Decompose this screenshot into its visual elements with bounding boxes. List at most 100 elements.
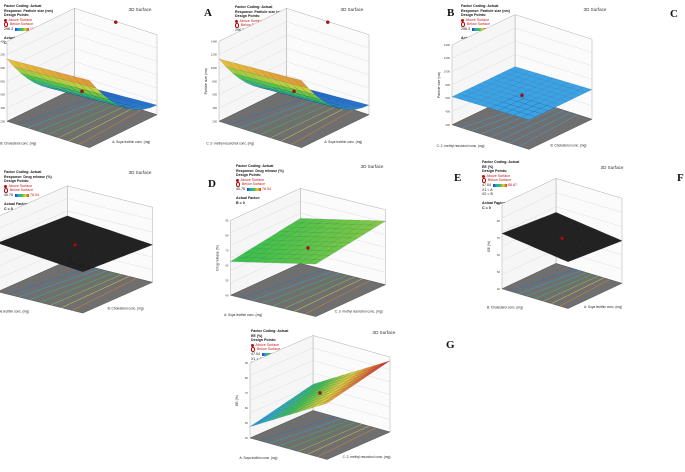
above-surface-dot-icon [236,178,239,182]
floor-contour [260,102,332,135]
wall-gridline [6,21,158,55]
legend-fixed-factor: B = 0 [236,200,245,205]
z-tick-label: 80 [497,219,501,223]
z-tick-label: 200 [212,119,217,123]
legend-coding: Factor Coding: Actual [236,164,274,168]
legend-below-row: Below Surface [4,188,52,193]
floor-contour [251,271,333,301]
panel-title: 3D Surface [360,164,384,169]
wall-gridline [0,210,153,241]
panel-d: Factor Coding: Actual Response: Drug rele… [0,160,232,325]
wall-gridline [501,192,623,219]
surface-patch [73,266,91,272]
color-ramp [14,27,29,31]
y-axis-label: A: Soya lecithin conc. (mg) [112,140,150,144]
floor-contour [48,102,120,135]
z-tick-label: 1200 [211,53,218,57]
z-tick-label: 70 [225,248,229,252]
z-tick-label: 200 [445,123,450,127]
floor-contour [259,416,336,441]
legend-above-label: Above Surface [239,18,264,23]
panel-letter: A [204,7,212,19]
panel-e: Factor Coding: Actual Response: Drug rele… [216,160,470,325]
wall-gridline [6,34,158,69]
z-tick-label: 40 [497,287,501,291]
x-axis-label: B: Cholesterol conc. (mg) [0,142,36,146]
y-axis-label: C: 2- methyl resorcinol conc. (mg) [335,310,383,314]
x-axis-label: C: 2- methyl resorcinol conc. (mg) [206,142,254,146]
legend-below-label: Below Surface [256,347,281,352]
z-tick-label: 50 [497,270,501,274]
x-axis-label: C: 2- methyl resorcinol conc. (mg) [437,144,485,148]
surface-plot: 200 400 600 800 1000 1200 1400 Particle size (n… [437,14,593,150]
panel-letter: D [208,178,216,190]
below-surface-dot-icon [251,347,256,352]
surface-plot: 200 400 600 800 1000 1200 1400 Particle size (n… [204,7,370,148]
floor-contour [249,100,325,132]
y-axis-label: A: Soya lecithin conc. (mg) [584,305,622,309]
floor-contour [18,268,100,298]
response-surface [249,360,391,427]
panel-letter: E [454,172,462,184]
legend-above-label: Above Surface [240,177,265,182]
floor-contour [17,95,99,125]
above-surface-dot-icon [4,18,7,22]
z-tick-label: 90 [225,218,229,222]
surface-plot: 40 50 60 70 80 90 EE (%) A: Soya lecithin conc.… [235,335,391,460]
z-tick-label: 800 [0,79,5,83]
panel-title: 3D Surface [372,330,396,335]
panel-f: Factor Coding: Actual EE (%) Design Points… [470,160,685,325]
z-tick-label: 1400 [0,39,5,43]
z-axis-label: Particle size (nm) [204,68,208,94]
surface-patch [520,114,536,120]
floor-contour [280,107,347,142]
above-surface-dot-icon [4,184,7,188]
y-axis-label: B: Cholesterol conc. (mg) [551,143,587,147]
legend-x2: X2 = B [482,192,493,197]
legend-low-value: 47.04 [251,351,260,356]
below-surface-dot-icon [482,178,487,183]
response-surface [218,58,370,110]
floor-contour [559,279,610,307]
legend-above-label: Above Surface [465,17,490,22]
floor-contour [241,269,325,299]
surface-patch [319,398,334,406]
floor-contour [526,272,587,297]
legend-above-label: Above Surface [255,342,280,347]
legend-high-value: 78.54 [262,186,271,191]
z-tick-label: 40 [245,436,249,440]
panel-letter: C [670,8,678,20]
floor-contour [543,275,599,302]
panel-letter: F [677,172,684,184]
wall-gridline [451,54,593,85]
floor-contour [68,107,135,142]
z-tick-label: 200 [0,119,5,123]
wall-gridline [249,347,391,376]
floor-contour [239,97,318,129]
above-surface-dot-icon [251,343,254,347]
legend-design: Design Points: [235,14,261,19]
floor-contour [37,100,113,132]
legend-response: Response: Particle size (nm) [235,9,284,14]
legend-below-label: Below Surface [466,22,491,27]
surface-plot: 40 50 60 70 80 90 Drug release (%) A: Soya leci… [216,188,387,317]
x-axis-label: B: Cholesterol conc. (mg) [487,306,523,310]
z-tick-label: 90 [497,202,501,206]
z-axis-label: Particle size (nm) [437,72,441,98]
wall-gridline [218,21,370,55]
legend-range-row: 47.04 88.67 [482,183,519,188]
below-surface-dot-icon [236,182,241,187]
legend-above-label: Above Surface [486,173,511,178]
floor-contour [283,276,355,309]
surface-patch [561,256,574,262]
panel-g: Factor Coding: Actual EE (%) Design Points… [235,325,470,472]
below-surface-dot-icon [461,22,466,27]
legend-below-row: Below Surface [482,178,519,183]
z-tick-label: 1000 [0,66,5,70]
legend-below-label: Below Surface [9,22,34,27]
z-tick-label: 400 [445,109,450,113]
legend-actual-factor: Actual Factor: [4,202,29,207]
wall-gridline [218,34,370,69]
design-point [318,391,322,395]
legend-coding: Factor Coding: Actual [251,329,289,333]
